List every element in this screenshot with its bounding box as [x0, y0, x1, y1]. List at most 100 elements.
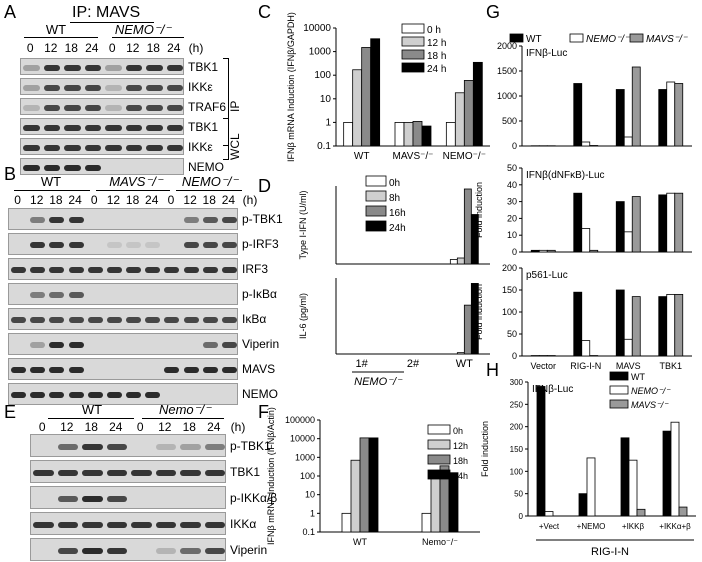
blot-row-b-6 — [8, 358, 238, 380]
F-ytick-label-0: 0.1 — [302, 527, 315, 537]
band-b-2-1 — [30, 267, 46, 273]
band-b-4-8 — [164, 317, 180, 323]
band-a-0-4 — [105, 64, 122, 71]
band-e-0-6 — [180, 443, 201, 450]
band-e-1-3 — [106, 469, 127, 476]
G1-legend-label-1: NEMO⁻/⁻ — [586, 34, 630, 45]
band-e-3-1 — [57, 521, 78, 528]
panel-b-wt-line — [14, 190, 90, 191]
band-b-5-2 — [49, 342, 65, 348]
band-a-3-4 — [105, 124, 122, 131]
band-b-6-11 — [221, 367, 237, 373]
panel-label-c: C — [258, 2, 271, 22]
G1-ytick-label-3: 1500 — [497, 66, 517, 76]
band-e-0-5 — [155, 443, 176, 450]
band-b-2-3 — [68, 267, 84, 273]
C-bar-2-2 — [463, 80, 474, 147]
G1-bar-3-2 — [674, 83, 684, 147]
F-bar-1-3 — [448, 472, 459, 533]
blot-label-b-6: MAVS — [242, 362, 276, 376]
blot-row-a-3 — [20, 118, 184, 135]
H-legend-label-2: MAVS⁻/⁻ — [631, 400, 669, 410]
band-a-4-1 — [43, 144, 60, 151]
band-b-4-10 — [202, 317, 218, 323]
band-b-7-0 — [11, 392, 27, 398]
band-a-1-1 — [43, 84, 60, 91]
F-bar-1-0 — [421, 512, 432, 533]
D1-legend-swatch-0 — [365, 175, 387, 187]
G3-bar-2-1 — [623, 338, 633, 357]
time-label-a-5: 12 — [126, 41, 140, 55]
panel-label-b: B — [4, 164, 17, 184]
time-unit-e: (h) — [230, 420, 246, 434]
band-e-1-5 — [155, 469, 176, 476]
time-label-a-4: 0 — [108, 41, 116, 55]
band-a-4-6 — [146, 144, 163, 151]
band-a-4-0 — [23, 144, 40, 151]
band-a-2-7 — [166, 104, 183, 111]
band-b-0-3 — [68, 217, 84, 223]
D1-legend-label-1: 8h — [389, 193, 400, 204]
band-a-5-3 — [84, 164, 101, 171]
F-ytick-label-3: 100 — [300, 471, 315, 481]
H-legend-swatch-2 — [609, 399, 629, 409]
blot-row-b-7 — [8, 383, 238, 405]
G1-legend-swatch-0 — [509, 33, 524, 43]
C-bar-1-0 — [394, 122, 405, 147]
panel-label-h: H — [486, 360, 499, 380]
H-bar-2-2 — [636, 508, 646, 517]
D1-legend-swatch-2 — [365, 205, 387, 217]
G2-bar-0-2 — [546, 249, 556, 253]
F-legend-swatch-1 — [427, 439, 451, 450]
band-e-2-1 — [57, 495, 78, 502]
G1-bar-2-2 — [631, 66, 641, 147]
band-b-2-8 — [164, 267, 180, 273]
band-a-1-4 — [105, 84, 122, 91]
band-b-2-6 — [126, 267, 142, 273]
C-bar-0-2 — [361, 47, 372, 147]
blot-label-e-1: TBK1 — [230, 464, 261, 479]
C-ytick-label-2: 10 — [320, 94, 332, 105]
C-bar-1-1 — [403, 122, 414, 147]
G2-bar-1-1 — [581, 228, 591, 253]
G3-xlabel-1: RIG-I-N — [570, 361, 601, 371]
band-b-2-5 — [106, 267, 122, 273]
G3-ytick-label-3: 150 — [502, 285, 517, 295]
panel-label-d: D — [258, 176, 271, 196]
time-label-b-5: 12 — [106, 193, 121, 207]
panel-b-mavs-line — [96, 190, 170, 191]
band-e-4-2 — [82, 547, 103, 554]
band-a-0-6 — [146, 64, 163, 71]
C-xlabel-1: MAVS⁻/⁻ — [393, 151, 434, 162]
band-b-4-0 — [11, 317, 27, 323]
F-legend-label-1: 12h — [453, 441, 468, 451]
C-legend-swatch-3 — [401, 62, 425, 73]
G1-ytick-label-1: 500 — [502, 116, 517, 126]
blot-row-b-3 — [8, 283, 238, 305]
band-b-2-0 — [11, 267, 27, 273]
band-a-5-2 — [64, 164, 81, 171]
band-b-6-2 — [49, 367, 65, 373]
C-ytick-label-3: 100 — [314, 70, 331, 81]
band-a-4-4 — [105, 144, 122, 151]
band-b-3-2 — [49, 292, 65, 298]
band-e-0-2 — [82, 443, 103, 450]
G3-ylabel: Fold induction — [474, 284, 484, 340]
H-ytick-label-4: 200 — [510, 423, 524, 432]
band-e-2-3 — [106, 495, 127, 502]
blot-label-a-1: IKKε — [188, 79, 213, 94]
panel-b-group-mavs: MAVS⁻/⁻ — [109, 174, 163, 189]
blot-row-e-3 — [30, 512, 226, 535]
F-ytick-label-6: 100000 — [285, 415, 315, 425]
band-e-4-6 — [180, 547, 201, 554]
panel-a-group-nemo-line — [112, 37, 184, 38]
C-bar-1-3 — [421, 125, 432, 147]
band-e-4-1 — [57, 547, 78, 554]
time-label-e-1: 12 — [60, 420, 74, 434]
band-a-3-6 — [146, 124, 163, 131]
D1-bar-2-0 — [449, 259, 458, 265]
blot-label-e-0: p-TBK1 — [230, 438, 271, 453]
blot-row-b-5 — [8, 333, 238, 355]
band-b-4-1 — [30, 317, 46, 323]
time-label-b-8: 0 — [167, 193, 175, 207]
